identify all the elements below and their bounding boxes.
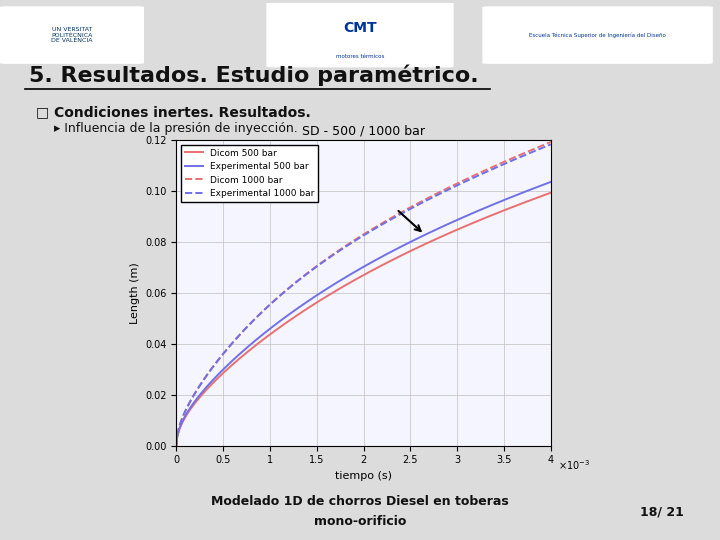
Dicom 1000 bar [350,237,359,244]
Experimental 1000 bar [352,237,361,243]
Text: Escuela Técnica Superior de Ingeniería del Diseño: Escuela Técnica Superior de Ingeniería d… [529,32,666,38]
Dicom 500 bar [374,264,383,270]
Experimental 500 bar [479,205,487,212]
Dicom 500 bar [352,276,361,282]
Experimental 1000 bar [537,145,546,151]
Dicom 1000 bar [352,235,361,242]
Dicom 500 bar [537,193,546,199]
Dicom 1000 bar [537,143,546,149]
Experimental 1000 bar [479,170,487,177]
Experimental 500 bar [350,269,359,275]
Dicom 500 bar [546,190,555,196]
FancyBboxPatch shape [482,6,713,64]
Experimental 1000 bar [350,238,359,245]
Dicom 500 bar [479,215,487,222]
Experimental 500 bar [374,255,383,261]
Text: CMT: CMT [343,21,377,35]
Dicom 500 bar [172,442,181,449]
Line: Dicom 1000 bar: Dicom 1000 bar [176,142,551,446]
Dicom 1000 bar [395,210,403,217]
Text: $\times10^{-3}$: $\times10^{-3}$ [558,458,590,472]
Line: Dicom 500 bar: Dicom 500 bar [176,193,551,446]
Experimental 500 bar [395,244,403,251]
Experimental 500 bar [546,179,555,185]
Dicom 1000 bar [172,442,181,449]
Text: ▸ Influencia de la presión de inyección.: ▸ Influencia de la presión de inyección. [54,122,298,136]
Title: SD - 500 / 1000 bar: SD - 500 / 1000 bar [302,125,425,138]
FancyBboxPatch shape [266,3,454,68]
Experimental 1000 bar [395,212,403,218]
Text: Modelado 1D de chorros Diesel en toberas: Modelado 1D de chorros Diesel en toberas [211,495,509,508]
Dicom 500 bar [350,277,359,284]
Dicom 500 bar [395,253,403,260]
Text: UN VERSITAT
POLITÈCNICA
DE VALÈNCIA: UN VERSITAT POLITÈCNICA DE VALÈNCIA [51,26,93,44]
Dicom 1000 bar [479,168,487,174]
Text: motores térmicos: motores térmicos [336,53,384,59]
Experimental 500 bar [172,442,181,449]
Line: Experimental 1000 bar: Experimental 1000 bar [176,144,551,446]
Experimental 500 bar [537,182,546,188]
Legend: Dicom 500 bar, Experimental 500 bar, Dicom 1000 bar, Experimental 1000 bar: Dicom 500 bar, Experimental 500 bar, Dic… [181,145,318,201]
Text: 5. Resultados. Estudio paramétrico.: 5. Resultados. Estudio paramétrico. [29,65,478,86]
FancyBboxPatch shape [0,6,144,64]
Y-axis label: Length (m): Length (m) [130,262,140,324]
Text: 18/ 21: 18/ 21 [641,505,684,519]
Experimental 500 bar [352,268,361,274]
Text: mono-orificio: mono-orificio [314,515,406,528]
Dicom 1000 bar [374,222,383,228]
Experimental 1000 bar [546,141,555,147]
Experimental 1000 bar [172,442,181,449]
X-axis label: tiempo (s): tiempo (s) [335,471,392,481]
Line: Experimental 500 bar: Experimental 500 bar [176,182,551,446]
Dicom 1000 bar [546,139,555,145]
Text: □ Condiciones inertes. Resultados.: □ Condiciones inertes. Resultados. [36,105,311,119]
Experimental 1000 bar [374,223,383,230]
